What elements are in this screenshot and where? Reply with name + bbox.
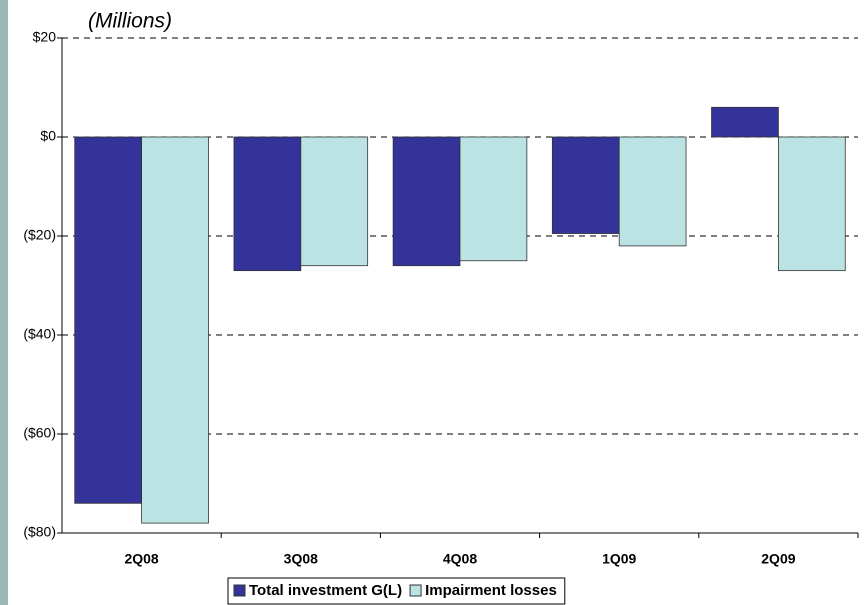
x-tick-label: 3Q08 (284, 551, 318, 567)
bar (459, 136, 528, 262)
x-tick-label: 4Q08 (443, 551, 477, 567)
chart-title: (Millions) (88, 10, 172, 33)
x-tick-label: 1Q09 (602, 551, 636, 567)
bar (74, 136, 142, 504)
bar (618, 136, 687, 247)
legend-label: Total investment G(L) (249, 582, 402, 599)
bar (300, 136, 369, 267)
y-tick-label: ($60) (23, 425, 56, 441)
bar (141, 136, 209, 524)
bar (551, 136, 620, 234)
bar (233, 136, 302, 272)
x-tick-label: 2Q09 (761, 551, 795, 567)
legend-label: Impairment losses (425, 582, 557, 599)
legend-box (227, 577, 566, 605)
y-tick-label: ($40) (23, 326, 56, 342)
y-tick-label: $20 (33, 29, 57, 45)
y-tick-label: ($80) (23, 524, 56, 540)
y-tick-label: ($20) (23, 227, 56, 243)
bar (778, 136, 846, 272)
y-tick-label: $0 (40, 128, 56, 144)
legend: Total investment G(L) Impairment losses (227, 577, 566, 605)
legend-swatch (409, 584, 422, 597)
x-tick-label: 2Q08 (124, 551, 158, 567)
side-strip (0, 0, 8, 605)
bar (711, 106, 779, 138)
legend-swatch (233, 584, 246, 597)
bar (392, 136, 461, 267)
